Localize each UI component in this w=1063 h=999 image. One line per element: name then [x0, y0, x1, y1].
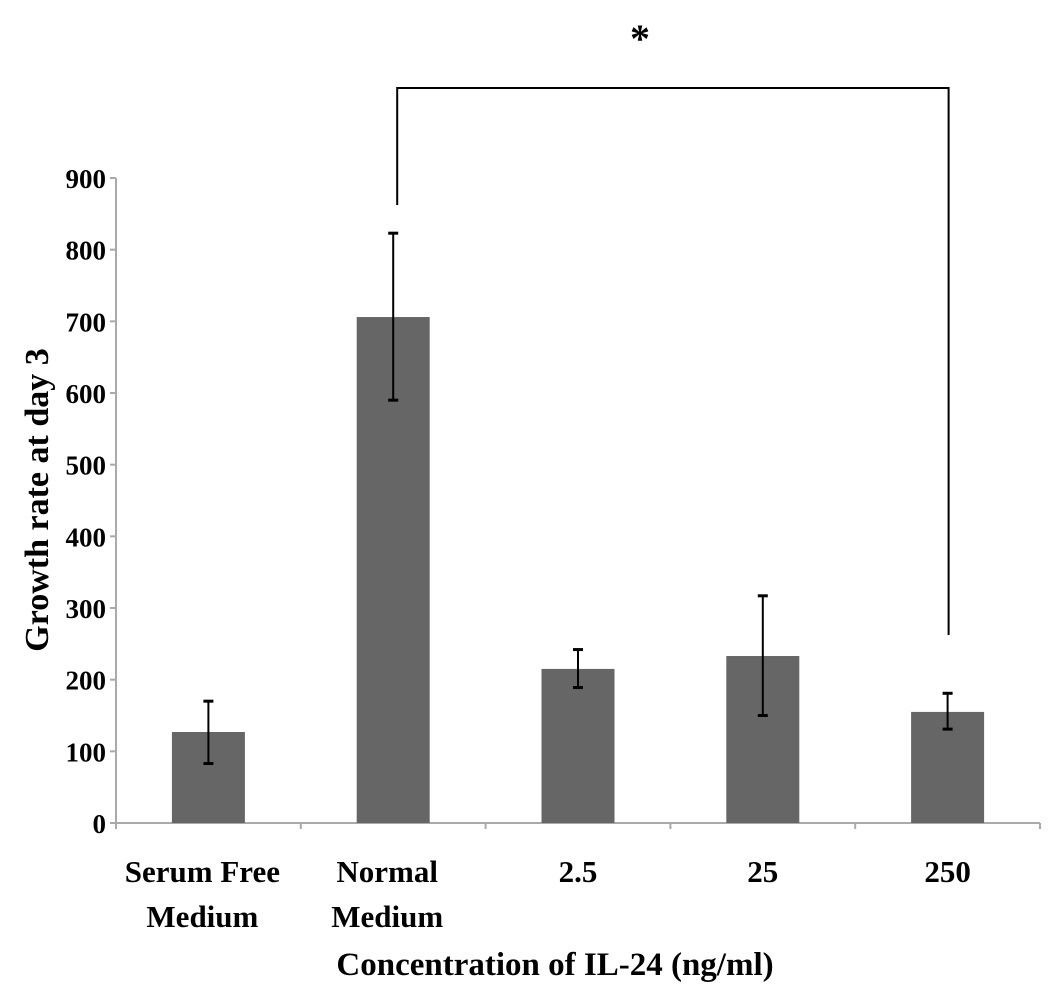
- y-tick-label: 600: [66, 379, 107, 409]
- bar: [541, 668, 615, 823]
- y-tick-label: 300: [66, 594, 107, 624]
- x-tick-label: Medium: [331, 899, 443, 934]
- x-tick-label: 250: [924, 854, 971, 889]
- x-tick-label: Normal: [336, 854, 438, 889]
- y-tick-label: 500: [66, 451, 107, 481]
- y-tick-label: 700: [66, 307, 107, 337]
- x-tick-label: 25: [747, 854, 778, 889]
- y-tick-label: 800: [66, 236, 107, 266]
- y-tick-label: 400: [66, 522, 107, 552]
- x-axis-label: Concentration of IL-24 (ng/ml): [336, 947, 773, 983]
- y-tick-label: 200: [66, 666, 107, 696]
- axes: [110, 87, 1041, 829]
- significance-bracket: [396, 87, 950, 635]
- y-axis-label: Growth rate at day 3: [19, 348, 56, 651]
- y-tick-label: 100: [66, 737, 107, 767]
- x-tick-label: Medium: [146, 899, 258, 934]
- x-tick-label: 2.5: [559, 854, 598, 889]
- x-tick-label: Serum Free: [125, 854, 280, 889]
- bars: [171, 231, 985, 823]
- y-tick-label: 0: [93, 809, 107, 839]
- labels: 0 100 200 300 400 500 600 700 800 900 Serum Free Me…: [66, 164, 971, 934]
- y-tick-label: 900: [66, 164, 107, 194]
- significance-star: *: [630, 16, 650, 61]
